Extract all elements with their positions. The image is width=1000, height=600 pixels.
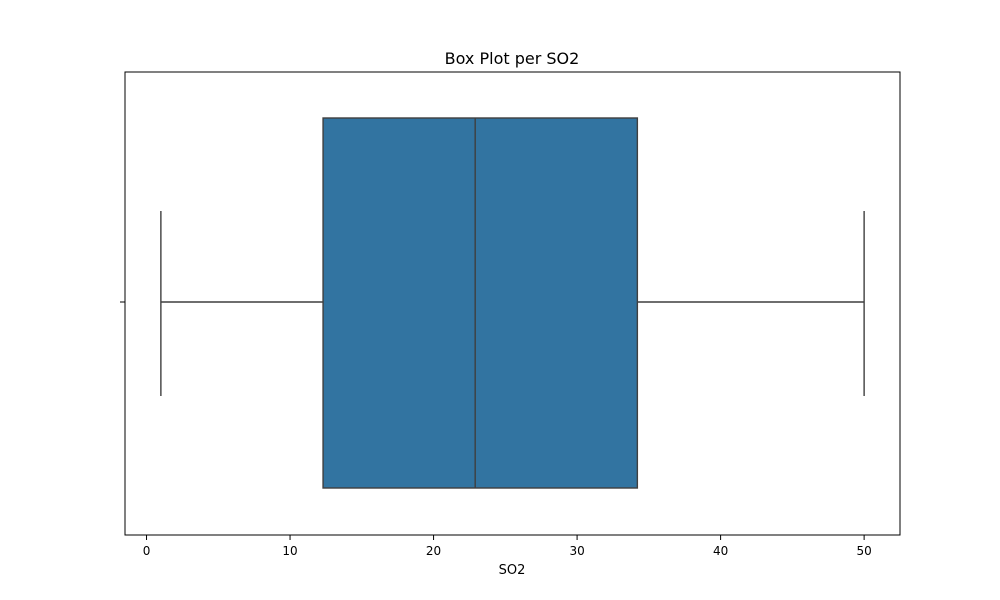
x-tick-label: 0 (143, 544, 151, 558)
x-axis-label: SO2 (499, 563, 526, 578)
x-tick-label: 50 (856, 544, 871, 558)
chart-title: Box Plot per SO2 (445, 49, 580, 68)
x-tick-label: 40 (713, 544, 728, 558)
x-axis-ticks: 0 10 20 30 40 50 (143, 535, 872, 558)
x-tick-label: 10 (282, 544, 297, 558)
x-tick-label: 30 (569, 544, 584, 558)
plot-frame (124, 71, 901, 536)
iqr-box (322, 117, 639, 489)
box-plot (160, 117, 865, 489)
x-tick-label: 20 (426, 544, 441, 558)
